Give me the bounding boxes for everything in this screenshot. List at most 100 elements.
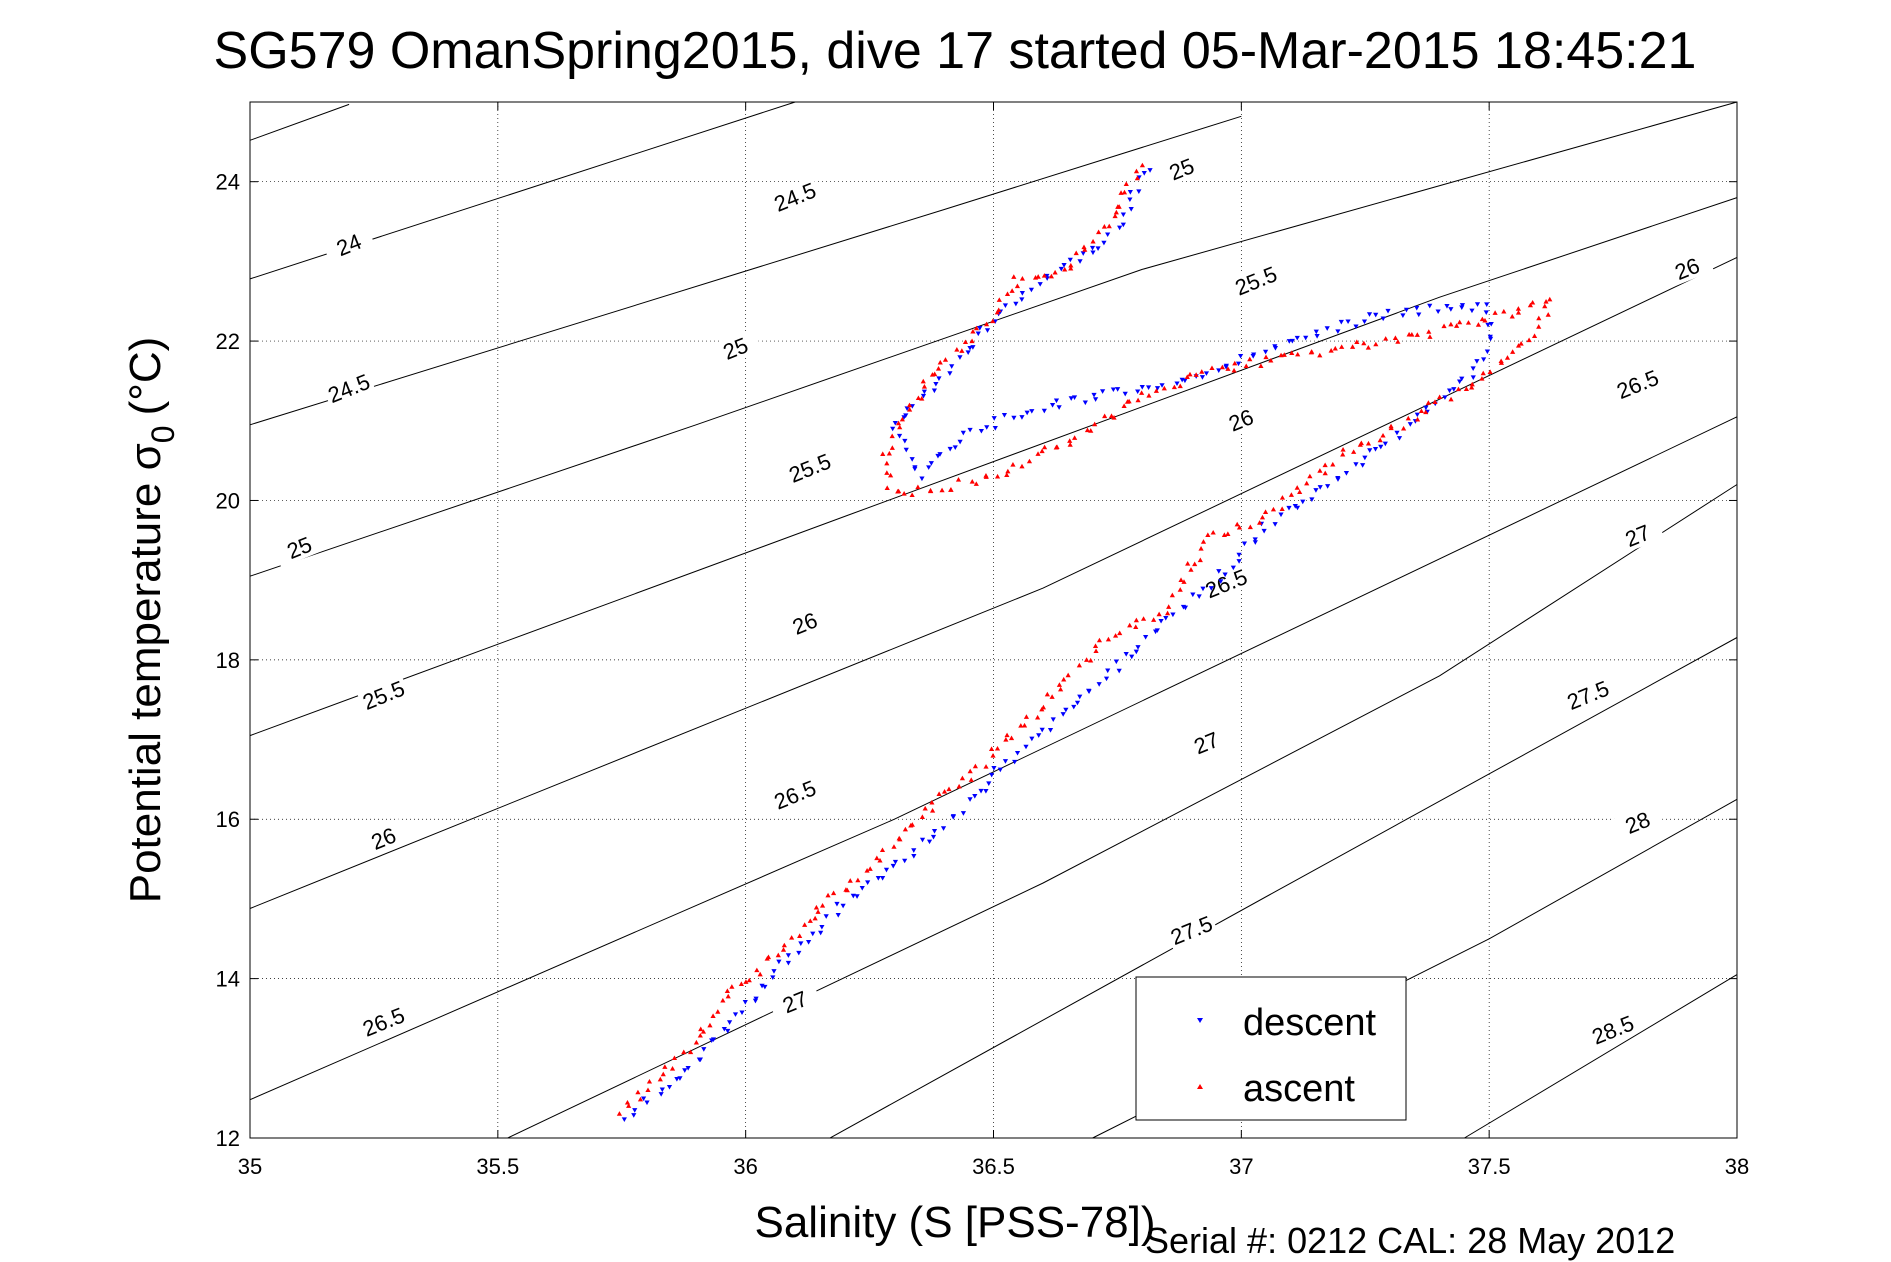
ascent-point [1123, 181, 1129, 186]
serial-footer: Serial #: 0212 CAL: 28 May 2012 [1145, 1220, 1675, 1261]
descent-point [935, 453, 941, 459]
ascent-point [994, 745, 1001, 751]
descent-point [739, 1010, 745, 1016]
ascent-point [1171, 384, 1177, 390]
descent-point [1127, 190, 1133, 195]
descent-point [957, 355, 963, 360]
ascent-point [1414, 416, 1421, 422]
descent-point [1380, 316, 1386, 322]
descent-point [1120, 212, 1126, 218]
descent-point [658, 1092, 664, 1097]
descent-point [1105, 668, 1111, 674]
x-axis-label: Salinity (S [PSS-78]) [754, 1198, 1155, 1247]
descent-point [1286, 339, 1292, 344]
x-tick-label: 35 [238, 1154, 262, 1179]
descent-point [930, 834, 937, 840]
ascent-point [1448, 321, 1454, 327]
descent-point [952, 445, 958, 450]
ascent-point [1187, 371, 1193, 377]
descent-point [776, 959, 782, 965]
contour-label-bg [768, 176, 822, 217]
ascent-point [1307, 473, 1313, 479]
ascent-point [710, 1013, 716, 1019]
ascent-point [1090, 238, 1096, 244]
ascent-point [1185, 561, 1191, 566]
ascent-point [681, 1049, 687, 1055]
descent-point [1190, 592, 1196, 598]
descent-point [1414, 412, 1420, 418]
descent-point [1120, 222, 1126, 228]
ascent-point [1081, 244, 1087, 250]
ascent-point [1018, 723, 1024, 728]
descent-point [1487, 336, 1494, 342]
descent-point [1068, 396, 1074, 401]
ascent-point [657, 1076, 663, 1082]
ascent-point [1270, 506, 1277, 512]
contour-label-bg [356, 818, 411, 859]
ascent-point [855, 877, 861, 883]
legend-ascent-marker [1197, 1084, 1203, 1089]
contour-label-bg [708, 328, 763, 369]
ascent-point [1340, 447, 1346, 452]
descent-point [1250, 354, 1256, 359]
ascent-point [996, 297, 1002, 302]
ascent-point [1339, 344, 1345, 349]
density-contour-line [249, 103, 350, 141]
descent-point [1012, 759, 1018, 765]
descent-point [1077, 694, 1083, 700]
descent-point [960, 430, 966, 436]
x-tick-label: 37.5 [1468, 1154, 1511, 1179]
ascent-point [1526, 337, 1532, 343]
ascent-point [1268, 357, 1274, 363]
ascent-point [1322, 470, 1328, 476]
ascent-point [1041, 273, 1047, 278]
descent-point [725, 1028, 731, 1034]
contour-label-bg [1610, 515, 1665, 556]
descent-point [1335, 476, 1341, 481]
ascent-point [1049, 694, 1055, 699]
ascent-point [962, 339, 969, 345]
descent-point [1103, 676, 1110, 682]
descent-point [1019, 297, 1025, 302]
ascent-point [807, 918, 813, 923]
descent-point [902, 858, 908, 864]
descent-point [1252, 537, 1258, 542]
descent-point [909, 404, 915, 409]
ascent-point [781, 942, 787, 948]
descent-point [1093, 397, 1099, 402]
ascent-point [994, 309, 1000, 315]
ascent-point [1354, 339, 1360, 344]
descent-point [1037, 282, 1043, 287]
ascent-point [955, 477, 962, 482]
descent-point [1159, 383, 1165, 388]
ascent-point [1487, 369, 1493, 374]
descent-point [1135, 645, 1141, 650]
descent-point [1133, 649, 1139, 655]
descent-point [1047, 727, 1054, 733]
descent-point [1314, 334, 1320, 339]
descent-point [1039, 727, 1045, 733]
descent-point [1139, 385, 1145, 390]
ascent-point [1112, 213, 1118, 219]
ascent-point [1350, 344, 1356, 349]
descent-point [1196, 594, 1202, 600]
y-axis-label-main: Potential temperature σ [121, 443, 170, 903]
ascent-point [1330, 461, 1336, 467]
ascent-point [972, 763, 978, 769]
contour-label-bg [1154, 148, 1209, 189]
descent-point [1101, 240, 1107, 246]
ascent-point [990, 752, 996, 758]
descent-point [1050, 717, 1056, 722]
ascent-point [1236, 524, 1243, 530]
ascent-point [895, 420, 902, 426]
descent-point [1361, 319, 1368, 325]
descent-point [1127, 197, 1133, 203]
density-contour-line [249, 115, 1242, 426]
ascent-point [1035, 451, 1041, 456]
contour-label-bg [1585, 1009, 1640, 1050]
ascent-point [1042, 444, 1048, 450]
descent-point [1236, 559, 1242, 564]
ascent-point [1004, 472, 1010, 477]
ascent-point [1455, 386, 1462, 392]
descent-point [972, 794, 978, 799]
